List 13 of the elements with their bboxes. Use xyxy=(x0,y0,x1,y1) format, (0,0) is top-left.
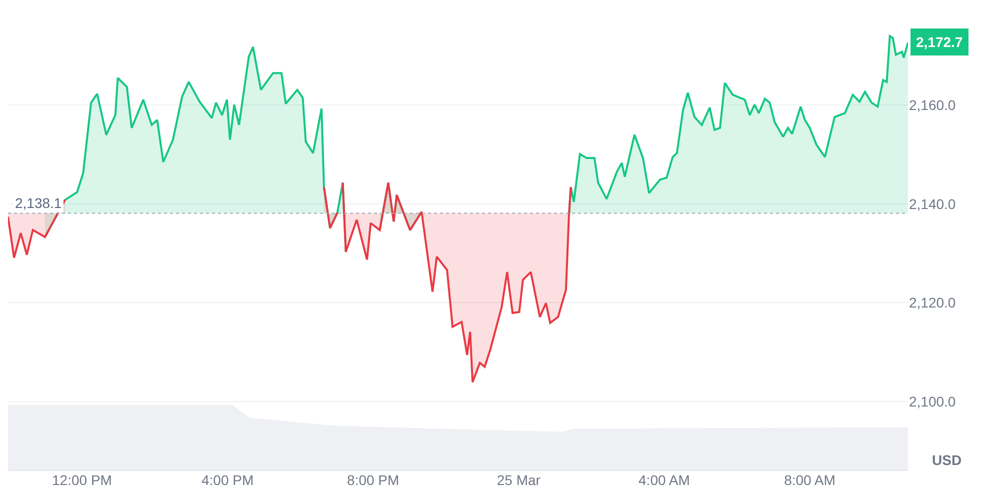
x-tick-label: 12:00 PM xyxy=(52,472,112,488)
y-axis-title: USD xyxy=(932,452,962,468)
x-tick-label: 4:00 PM xyxy=(201,472,254,488)
x-tick-label: 25 Mar xyxy=(496,472,541,488)
y-tick-label: 2,160.0 xyxy=(909,97,956,114)
x-tick-label: 4:00 AM xyxy=(638,472,690,488)
text: 2,172.7 xyxy=(916,34,963,50)
x-tick-label: 8:00 PM xyxy=(347,472,400,488)
y-tick-label: 2,120.0 xyxy=(909,294,956,311)
x-tick-label: 8:00 AM xyxy=(784,472,836,488)
y-tick-label: 2,100.0 xyxy=(909,393,956,410)
ref-line-label: 2,138.1 xyxy=(15,195,62,211)
y-tick-label: 2,140.0 xyxy=(909,196,956,212)
